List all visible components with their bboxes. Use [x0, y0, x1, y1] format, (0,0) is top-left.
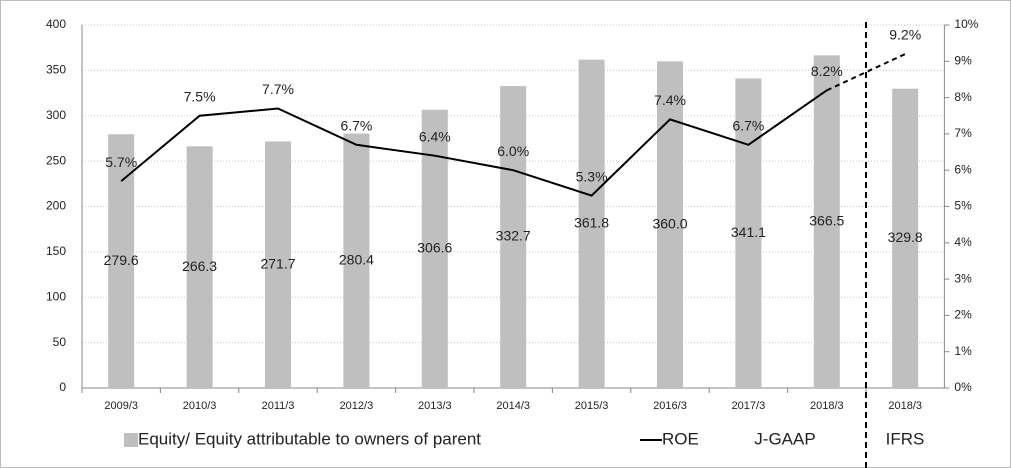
x-tick-label: 2017/3 [732, 400, 766, 412]
y2-tick-label: 9% [954, 53, 972, 67]
y2-tick-label: 2% [954, 308, 972, 322]
y-tick-label: 0 [59, 380, 66, 394]
bar-value-label: 279.6 [104, 252, 139, 268]
y2-tick-label: 7% [954, 126, 972, 140]
x-tick-label: 2009/3 [104, 400, 138, 412]
y-tick-label: 200 [46, 199, 66, 213]
x-tick-label: 2014/3 [496, 400, 530, 412]
roe-value-label: 5.3% [576, 168, 608, 184]
bar-value-label: 361.8 [574, 215, 609, 231]
roe-value-label: 6.0% [497, 143, 529, 159]
y-tick-label: 350 [46, 63, 66, 77]
annotation: J-GAAP [754, 429, 815, 448]
roe-value-label: 8.2% [811, 63, 843, 79]
y2-tick-label: 6% [954, 162, 972, 176]
bar-value-label: 271.7 [260, 255, 295, 271]
y2-tick-label: 10% [954, 17, 978, 31]
x-tick-label: 2012/3 [340, 400, 374, 412]
y-tick-label: 400 [46, 17, 66, 31]
y2-tick-label: 1% [954, 344, 972, 358]
bar [343, 133, 370, 388]
roe-value-label: 6.7% [732, 117, 764, 133]
roe-value-label: 9.2% [889, 27, 921, 43]
roe-value-label: 6.4% [419, 128, 451, 144]
roe-value-label: 6.7% [340, 117, 372, 133]
bar [892, 88, 919, 389]
y2-tick-label: 3% [954, 271, 972, 285]
roe-line [120, 89, 828, 197]
bar-value-label: 341.1 [731, 224, 766, 240]
legend-label: Equity/ Equity attributable to owners of… [138, 429, 481, 448]
x-tick-label: 2018/3 [810, 400, 844, 412]
bar [735, 78, 762, 388]
annotation: IFRS [886, 429, 925, 448]
roe-value-label: 5.7% [105, 154, 137, 170]
bar [265, 141, 291, 388]
y2-tick-label: 4% [954, 235, 972, 249]
bar [500, 86, 527, 388]
bar [186, 146, 213, 388]
y-tick-label: 50 [53, 335, 67, 349]
bar-value-label: 329.8 [888, 229, 923, 245]
y-tick-label: 300 [46, 108, 66, 122]
roe-value-label: 7.5% [184, 88, 216, 104]
legend-label: ROE [662, 429, 699, 448]
legend-swatch [124, 433, 138, 447]
bar [578, 59, 605, 388]
bar-value-label: 266.3 [182, 258, 217, 274]
x-tick-label: 2018/3 [888, 400, 922, 412]
x-tick-label: 2013/3 [418, 400, 452, 412]
bar-value-label: 366.5 [809, 212, 844, 228]
x-tick-label: 2010/3 [183, 400, 217, 412]
x-tick-label: 2016/3 [653, 400, 687, 412]
bar-value-label: 360.0 [652, 215, 687, 231]
roe-value-label: 7.7% [262, 81, 294, 97]
y-tick-label: 100 [46, 289, 66, 303]
y2-tick-label: 5% [954, 199, 972, 213]
roe-value-label: 7.4% [654, 92, 686, 108]
y2-tick-label: 8% [954, 90, 972, 104]
bar [813, 55, 840, 389]
y-tick-label: 250 [46, 153, 66, 167]
bar [108, 134, 135, 388]
y2-tick-label: 0% [954, 380, 972, 394]
y-tick-label: 150 [46, 244, 66, 258]
bar-value-label: 306.6 [417, 240, 452, 256]
x-tick-label: 2011/3 [262, 400, 295, 412]
x-tick-label: 2015/3 [575, 400, 609, 412]
bar [657, 61, 683, 389]
bar-value-label: 280.4 [339, 251, 374, 267]
bar-value-label: 332.7 [496, 228, 531, 244]
